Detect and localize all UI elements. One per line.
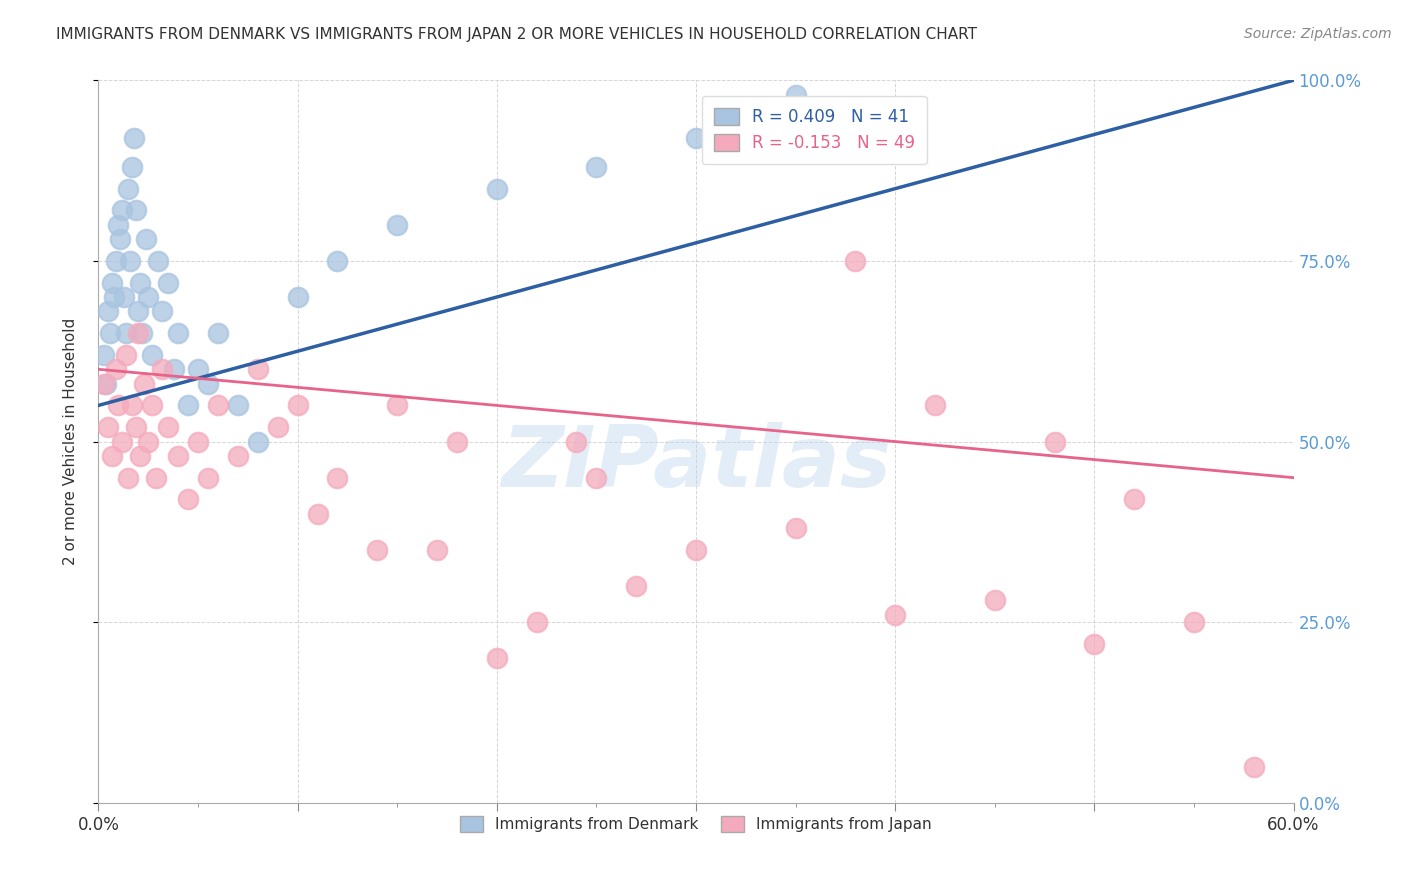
Point xyxy=(131,326,153,341)
Point xyxy=(157,420,180,434)
Point xyxy=(307,507,329,521)
Point xyxy=(1243,760,1265,774)
Point xyxy=(121,398,143,412)
Point xyxy=(105,253,128,268)
Point xyxy=(1043,434,1066,449)
Point xyxy=(107,398,129,412)
Point xyxy=(134,376,156,391)
Point xyxy=(207,398,229,412)
Point xyxy=(125,203,148,218)
Point xyxy=(685,131,707,145)
Point xyxy=(585,160,607,174)
Point xyxy=(884,607,907,622)
Point xyxy=(163,362,186,376)
Point xyxy=(385,218,409,232)
Point xyxy=(187,434,209,449)
Point xyxy=(226,449,249,463)
Point xyxy=(385,398,409,412)
Point xyxy=(115,326,138,341)
Point xyxy=(187,362,209,376)
Point xyxy=(127,326,149,341)
Point xyxy=(150,362,173,376)
Point xyxy=(446,434,468,449)
Point xyxy=(226,398,249,412)
Point xyxy=(246,434,269,449)
Point xyxy=(141,398,163,412)
Point xyxy=(117,471,139,485)
Point xyxy=(565,434,588,449)
Text: ZIPatlas: ZIPatlas xyxy=(501,422,891,505)
Point xyxy=(157,276,180,290)
Point xyxy=(127,304,149,318)
Point xyxy=(485,182,508,196)
Point xyxy=(485,651,508,665)
Point xyxy=(197,471,219,485)
Point xyxy=(111,203,134,218)
Point xyxy=(197,376,219,391)
Point xyxy=(287,398,309,412)
Point xyxy=(626,579,648,593)
Point xyxy=(1083,637,1105,651)
Point xyxy=(115,348,138,362)
Point xyxy=(97,420,120,434)
Point xyxy=(177,398,200,412)
Point xyxy=(685,542,707,557)
Point xyxy=(326,253,349,268)
Point xyxy=(96,376,118,391)
Point xyxy=(107,218,129,232)
Point xyxy=(785,521,807,535)
Point xyxy=(103,290,125,304)
Point xyxy=(984,593,1007,607)
Point xyxy=(120,253,142,268)
Point xyxy=(112,290,135,304)
Point xyxy=(167,326,190,341)
Point xyxy=(844,253,866,268)
Point xyxy=(101,276,124,290)
Point xyxy=(135,232,157,246)
Point xyxy=(177,492,200,507)
Text: IMMIGRANTS FROM DENMARK VS IMMIGRANTS FROM JAPAN 2 OR MORE VEHICLES IN HOUSEHOLD: IMMIGRANTS FROM DENMARK VS IMMIGRANTS FR… xyxy=(56,27,977,42)
Point xyxy=(287,290,309,304)
Point xyxy=(267,420,290,434)
Point xyxy=(167,449,190,463)
Point xyxy=(124,131,146,145)
Point xyxy=(1182,615,1205,630)
Point xyxy=(141,348,163,362)
Point xyxy=(366,542,388,557)
Point xyxy=(97,304,120,318)
Point xyxy=(125,420,148,434)
Point xyxy=(93,376,115,391)
Point xyxy=(129,276,152,290)
Point xyxy=(98,326,122,341)
Point xyxy=(111,434,134,449)
Point xyxy=(117,182,139,196)
Legend: Immigrants from Denmark, Immigrants from Japan: Immigrants from Denmark, Immigrants from… xyxy=(454,810,938,838)
Point xyxy=(526,615,548,630)
Point xyxy=(148,253,170,268)
Point xyxy=(121,160,143,174)
Text: Source: ZipAtlas.com: Source: ZipAtlas.com xyxy=(1244,27,1392,41)
Point xyxy=(426,542,449,557)
Point xyxy=(110,232,132,246)
Point xyxy=(585,471,607,485)
Point xyxy=(785,87,807,102)
Point xyxy=(924,398,946,412)
Point xyxy=(93,348,115,362)
Point xyxy=(105,362,128,376)
Point xyxy=(150,304,173,318)
Point xyxy=(129,449,152,463)
Y-axis label: 2 or more Vehicles in Household: 2 or more Vehicles in Household xyxy=(63,318,77,566)
Point xyxy=(326,471,349,485)
Point xyxy=(1123,492,1146,507)
Point xyxy=(145,471,167,485)
Point xyxy=(136,290,159,304)
Point xyxy=(207,326,229,341)
Point xyxy=(136,434,159,449)
Point xyxy=(246,362,269,376)
Point xyxy=(101,449,124,463)
